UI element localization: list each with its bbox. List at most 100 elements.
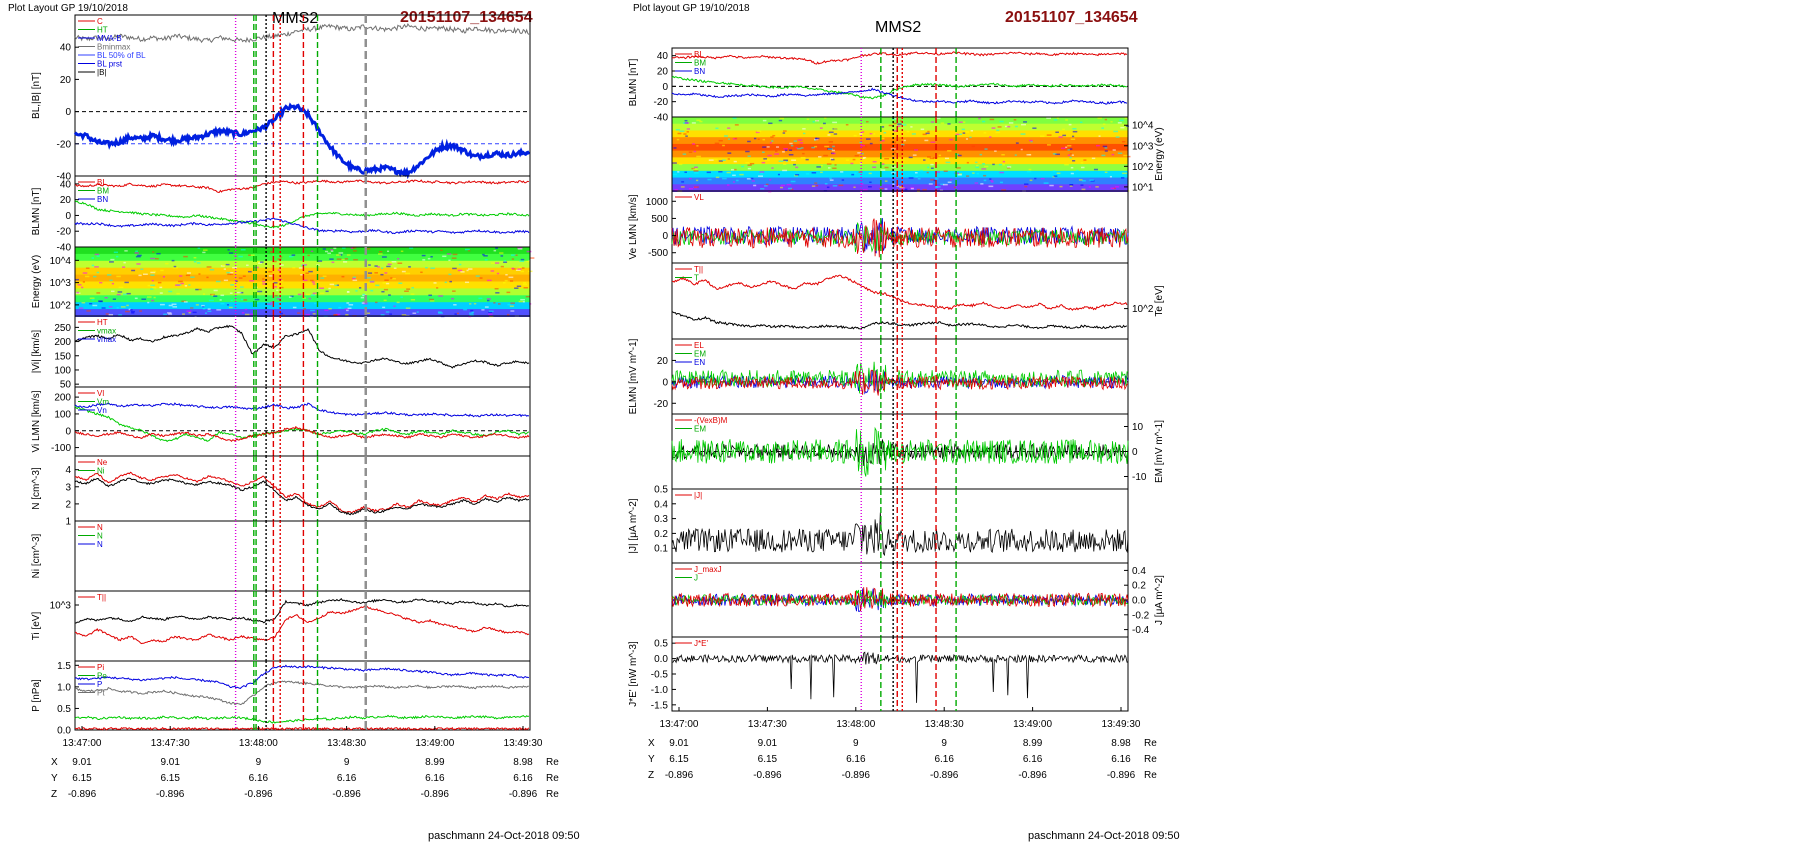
spectrogram-speckle <box>864 145 868 148</box>
legend-entry: Ni <box>97 467 105 476</box>
spectrogram-speckle <box>390 277 393 279</box>
spectrogram-speckle <box>526 260 530 263</box>
ephemeris-value: -0.896 <box>421 789 450 800</box>
spectrogram-speckle <box>940 183 945 186</box>
spectrogram-speckle <box>838 184 844 187</box>
spectrogram-speckle <box>922 188 927 191</box>
spectrogram-speckle <box>820 164 823 167</box>
spectrogram-speckle <box>150 257 156 260</box>
y-axis-label: Te [eV] <box>1154 285 1165 316</box>
spectrogram-speckle <box>508 276 514 279</box>
spectrogram-speckle <box>1089 179 1094 181</box>
y-tick-label: -100 <box>51 443 71 454</box>
spectrogram-speckle <box>1056 172 1061 175</box>
spectrogram-speckle <box>865 138 871 140</box>
spectrogram-speckle <box>930 121 934 123</box>
spectrogram-speckle <box>106 274 112 276</box>
spectrogram-speckle <box>142 273 148 276</box>
spectrogram-speckle <box>681 181 685 183</box>
spectrogram-speckle <box>1069 148 1073 150</box>
spectrogram-speckle <box>244 313 250 316</box>
ephemeris-value: 6.16 <box>425 773 445 784</box>
y-tick-label: 40 <box>657 51 669 62</box>
spectrogram-speckle <box>256 260 260 263</box>
spectrogram-speckle <box>745 162 750 164</box>
spectrogram-speckle <box>306 293 311 296</box>
spectrogram-speckle <box>156 252 161 255</box>
spectrogram-speckle <box>795 147 798 149</box>
spectrogram-speckle <box>203 249 208 251</box>
spectrogram-speckle <box>397 262 403 264</box>
spectrogram-speckle <box>236 291 242 294</box>
spectrogram-speckle <box>806 118 810 121</box>
y-tick-label: 0.1 <box>654 544 668 555</box>
spectrogram-speckle <box>762 119 767 122</box>
spectrogram-speckle <box>862 188 868 191</box>
spectrogram-speckle <box>110 258 115 261</box>
spectrogram-speckle <box>769 179 772 181</box>
spectrogram-speckle <box>190 307 194 309</box>
y-tick-label: -20 <box>57 139 72 150</box>
spectrogram-speckle <box>334 284 338 287</box>
ephemeris-coordinate-name: X <box>648 738 655 749</box>
spectrogram-speckle <box>826 163 832 165</box>
spectrogram-speckle <box>684 171 688 174</box>
spectrogram-speckle <box>381 256 387 258</box>
spectrogram-speckle <box>958 121 963 123</box>
spectrogram-speckle <box>880 169 886 171</box>
spectrogram-speckle <box>104 296 108 299</box>
spectrogram-speckle <box>989 178 992 180</box>
spectrogram-speckle <box>936 117 941 120</box>
series-bm <box>74 200 530 229</box>
spectrogram-speckle <box>800 147 804 149</box>
spectrogram-speckle <box>824 145 830 148</box>
series-t- <box>74 605 530 645</box>
spectrogram-speckle <box>766 146 770 148</box>
spectrogram-speckle <box>734 124 739 126</box>
spectrogram-speckle <box>274 294 278 297</box>
spectrogram-speckle <box>904 188 908 191</box>
spectrogram-speckle <box>753 184 757 187</box>
spectrogram-speckle <box>1123 154 1128 157</box>
y-tick-label: 1 <box>65 517 71 528</box>
ephemeris-value: 9.01 <box>72 757 92 768</box>
spectrogram-speckle <box>262 280 266 283</box>
y-tick-label: 0.5 <box>654 485 668 496</box>
spectrogram-speckle <box>894 118 897 120</box>
y-axis-label: |J| [μA m^-2] <box>628 498 639 553</box>
spectrogram-speckle <box>159 286 163 289</box>
panel-r2 <box>671 116 1131 193</box>
panel-frame <box>671 47 1129 118</box>
spectrogram-speckle <box>998 163 1003 166</box>
spectrogram-speckle <box>695 179 699 182</box>
spectrogram-speckle <box>456 312 460 315</box>
spectrogram-speckle <box>1006 125 1011 128</box>
spectrogram-speckle <box>708 159 714 161</box>
spectrogram-speckle <box>900 143 905 146</box>
spectrogram-speckle <box>983 174 987 177</box>
spectrogram-speckle <box>385 311 390 313</box>
spectrogram-speckle <box>790 180 796 183</box>
spectrogram-speckle <box>927 130 930 133</box>
spectrogram-speckle <box>352 276 357 279</box>
spectrogram-speckle <box>108 306 113 308</box>
spectrogram-speckle <box>382 306 386 309</box>
spectrogram-speckle <box>896 125 901 127</box>
y-tick-label: -0.4 <box>1132 625 1150 636</box>
spectrogram-speckle <box>522 301 525 303</box>
spectrogram-speckle <box>92 304 98 307</box>
legend-entry: EM <box>694 350 706 359</box>
spectrogram-speckle <box>382 282 387 284</box>
spectrogram-speckle <box>495 292 500 294</box>
spectrogram-speckle <box>398 282 403 284</box>
spectrogram-speckle <box>160 269 164 272</box>
spectrogram-speckle <box>163 313 168 316</box>
spectrogram-speckle <box>86 310 91 312</box>
spectrogram-speckle <box>715 176 720 179</box>
spectrogram-speckle <box>899 120 903 122</box>
y-tick-label: 40 <box>60 179 72 190</box>
y-tick-label: 50 <box>60 380 72 391</box>
spectrogram-speckle <box>312 313 316 315</box>
panel-frame <box>74 590 531 662</box>
spectrogram-speckle <box>797 144 802 147</box>
